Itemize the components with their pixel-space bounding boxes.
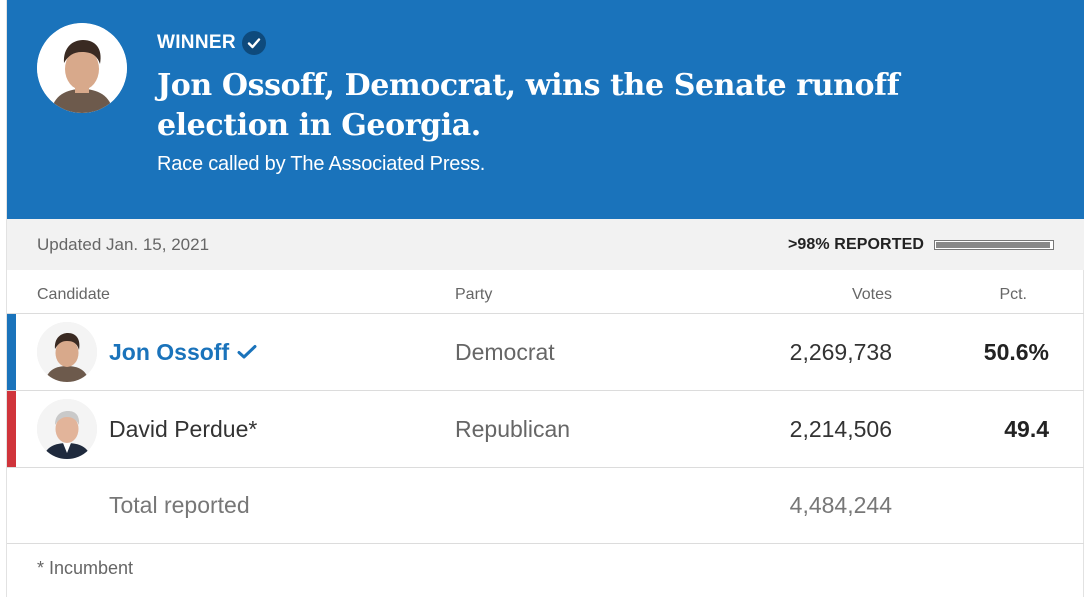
party-color-bar	[7, 314, 16, 390]
incumbent-footnote: * Incumbent	[37, 558, 134, 578]
party-color-bar	[7, 391, 16, 467]
candidate-pct: 50.6%	[983, 339, 1049, 365]
candidate-party: Democrat	[455, 339, 555, 365]
candidate-name: Jon Ossoff	[109, 339, 257, 366]
headshot-icon	[37, 23, 127, 113]
table-row: David Perdue* Republican 2,214,506 49.4	[7, 391, 1084, 468]
table-header: Candidate Party Votes Pct.	[7, 270, 1084, 314]
table-row: Jon Ossoff Democrat 2,269,738 50.6%	[7, 314, 1084, 391]
headshot-icon	[37, 399, 97, 459]
updated-timestamp: Updated Jan. 15, 2021	[37, 235, 210, 254]
election-results-card: WINNER Jon Ossoff, Democrat, wins the Se…	[6, 0, 1084, 597]
winner-label-row: WINNER	[157, 30, 266, 56]
total-row: Total reported 4,484,244	[7, 468, 1084, 544]
candidate-name-text: David Perdue*	[109, 416, 258, 442]
headshot-icon	[37, 322, 97, 382]
reporting-progress-bar	[934, 240, 1054, 250]
candidate-votes: 2,269,738	[789, 339, 892, 365]
candidate-name: David Perdue*	[109, 416, 257, 443]
candidate-party: Republican	[455, 416, 571, 442]
total-votes: 4,484,244	[789, 492, 892, 518]
winner-banner: WINNER Jon Ossoff, Democrat, wins the Se…	[7, 0, 1084, 219]
column-header-candidate: Candidate	[37, 286, 110, 303]
race-called-note: Race called by The Associated Press.	[157, 153, 486, 175]
candidate-avatar	[37, 322, 97, 382]
candidate-pct: 49.4	[1004, 416, 1049, 442]
column-header-pct: Pct.	[999, 286, 1027, 303]
winner-label: WINNER	[157, 32, 236, 53]
reporting-progress-fill	[936, 242, 1050, 248]
check-icon	[241, 31, 266, 55]
total-label: Total reported	[109, 492, 250, 518]
candidate-votes: 2,214,506	[789, 416, 892, 442]
reported-label: >98% REPORTED	[787, 236, 924, 253]
check-icon	[237, 339, 257, 366]
headline: Jon Ossoff, Democrat, wins the Senate ru…	[157, 68, 900, 143]
candidate-name-text: Jon Ossoff	[109, 339, 230, 365]
candidate-avatar	[37, 399, 97, 459]
column-header-party: Party	[455, 286, 493, 303]
column-header-votes: Votes	[851, 286, 892, 303]
winner-avatar	[37, 23, 127, 113]
status-bar: Updated Jan. 15, 2021 >98% REPORTED	[7, 219, 1084, 270]
